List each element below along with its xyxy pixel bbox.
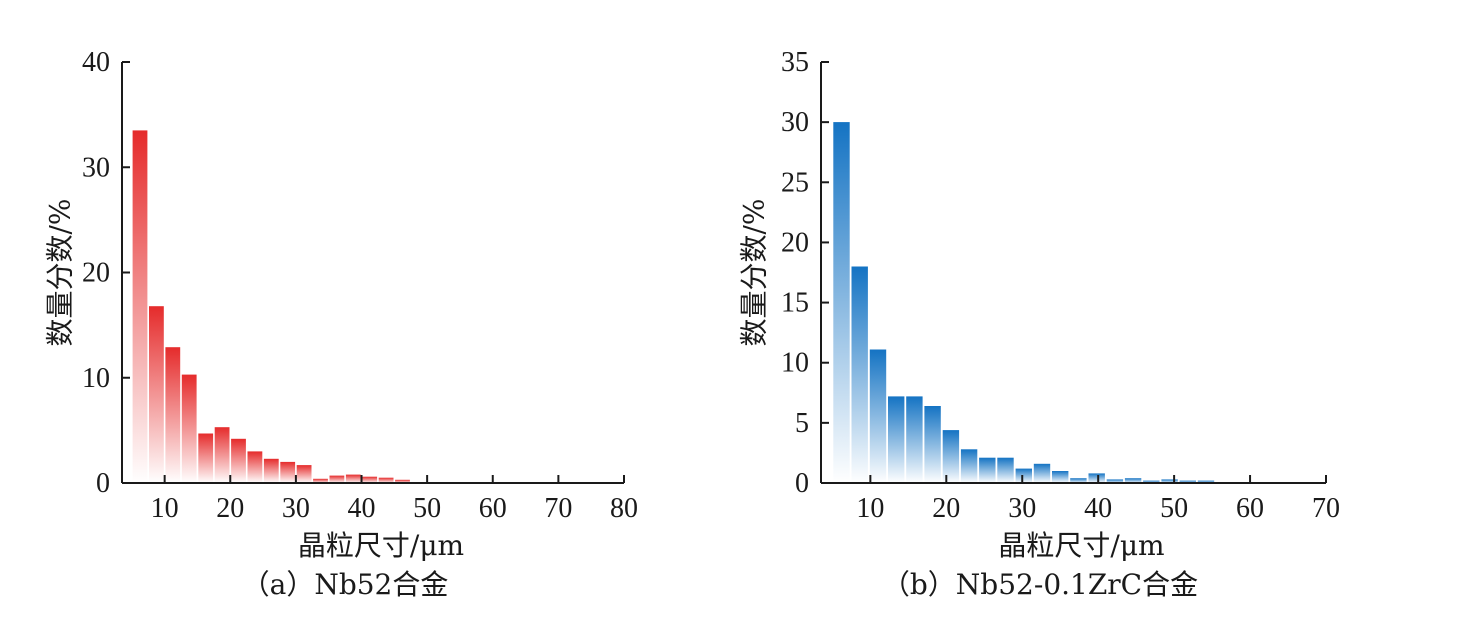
bar bbox=[296, 465, 312, 483]
x-tick-label: 30 bbox=[1008, 493, 1036, 524]
bar bbox=[960, 449, 978, 483]
bar bbox=[942, 430, 960, 483]
x-tick-label: 30 bbox=[282, 493, 310, 524]
bar bbox=[1070, 478, 1087, 483]
bar bbox=[833, 122, 850, 483]
bar bbox=[997, 457, 1014, 483]
bar bbox=[1161, 479, 1178, 483]
bar bbox=[1106, 479, 1124, 483]
bar bbox=[329, 475, 345, 483]
y-tick-label: 15 bbox=[781, 288, 809, 319]
y-tick-label: 30 bbox=[781, 107, 809, 138]
y-tick-label: 20 bbox=[781, 227, 809, 258]
bar bbox=[313, 478, 328, 483]
bar bbox=[198, 433, 214, 483]
bar bbox=[165, 347, 181, 483]
bar bbox=[280, 461, 296, 483]
y-tick-label: 5 bbox=[795, 408, 809, 439]
bar bbox=[869, 349, 887, 483]
bar bbox=[1179, 480, 1196, 483]
y-tick-label: 40 bbox=[82, 47, 110, 78]
bar bbox=[1088, 473, 1105, 483]
bar bbox=[851, 266, 868, 483]
x-tick-label: 20 bbox=[216, 493, 244, 524]
bar bbox=[395, 479, 410, 483]
y-tick-label: 25 bbox=[781, 167, 809, 198]
y-tick-label: 10 bbox=[781, 348, 809, 379]
x-tick-label: 60 bbox=[1236, 493, 1264, 524]
bar bbox=[263, 458, 279, 483]
y-tick-label: 0 bbox=[795, 468, 809, 499]
bar bbox=[1052, 471, 1069, 483]
bar bbox=[149, 306, 164, 483]
x-tick-label: 60 bbox=[479, 493, 507, 524]
x-tick-label: 80 bbox=[610, 493, 638, 524]
x-axis-title: 晶粒尺寸/μm bbox=[298, 529, 464, 562]
x-axis-title: 晶粒尺寸/μm bbox=[998, 529, 1164, 562]
bar bbox=[1197, 480, 1215, 483]
x-tick-label: 70 bbox=[1312, 493, 1340, 524]
panel-b: 0 5 10 15 20 25 30 35 10 20 30 40 50 60 70 数量分数/% 晶粒尺寸/μ… bbox=[738, 47, 1341, 601]
y-tick-label: 20 bbox=[82, 258, 110, 289]
bar bbox=[345, 474, 361, 483]
x-tick-label: 20 bbox=[932, 493, 960, 524]
bar bbox=[979, 457, 996, 483]
x-tick-label: 10 bbox=[151, 493, 179, 524]
bar bbox=[924, 406, 941, 483]
y-axis-title: 数量分数/% bbox=[738, 198, 771, 346]
x-tick-label: 70 bbox=[544, 493, 572, 524]
bar bbox=[906, 396, 923, 483]
bar bbox=[1143, 480, 1160, 483]
bar bbox=[1033, 463, 1051, 483]
x-tick-label: 50 bbox=[413, 493, 441, 524]
bar bbox=[181, 374, 197, 483]
y-tick-label: 0 bbox=[96, 468, 110, 499]
x-tick-label: 40 bbox=[348, 493, 376, 524]
x-tick-label: 10 bbox=[856, 493, 884, 524]
bar bbox=[378, 477, 394, 483]
panel-caption: （b）Nb52-0.1ZrC合金 bbox=[882, 568, 1198, 601]
panel-caption: （a）Nb52合金 bbox=[242, 568, 449, 601]
panel-a: 0 10 20 30 40 10 20 30 40 50 60 70 80 数量分数/% 晶粒尺寸/μm （a… bbox=[44, 47, 639, 601]
x-tick-label: 50 bbox=[1160, 493, 1188, 524]
y-tick-label: 35 bbox=[781, 47, 809, 78]
bar bbox=[247, 451, 263, 483]
bar bbox=[132, 130, 148, 483]
bar bbox=[231, 438, 246, 483]
bar bbox=[1124, 478, 1142, 483]
y-tick-label: 10 bbox=[82, 363, 110, 394]
bar bbox=[214, 427, 230, 483]
bar bbox=[888, 396, 905, 483]
bar bbox=[1015, 468, 1032, 483]
y-tick-label: 30 bbox=[82, 152, 110, 183]
bar bbox=[362, 476, 378, 483]
x-tick-label: 40 bbox=[1084, 493, 1112, 524]
y-axis-title: 数量分数/% bbox=[44, 198, 77, 346]
